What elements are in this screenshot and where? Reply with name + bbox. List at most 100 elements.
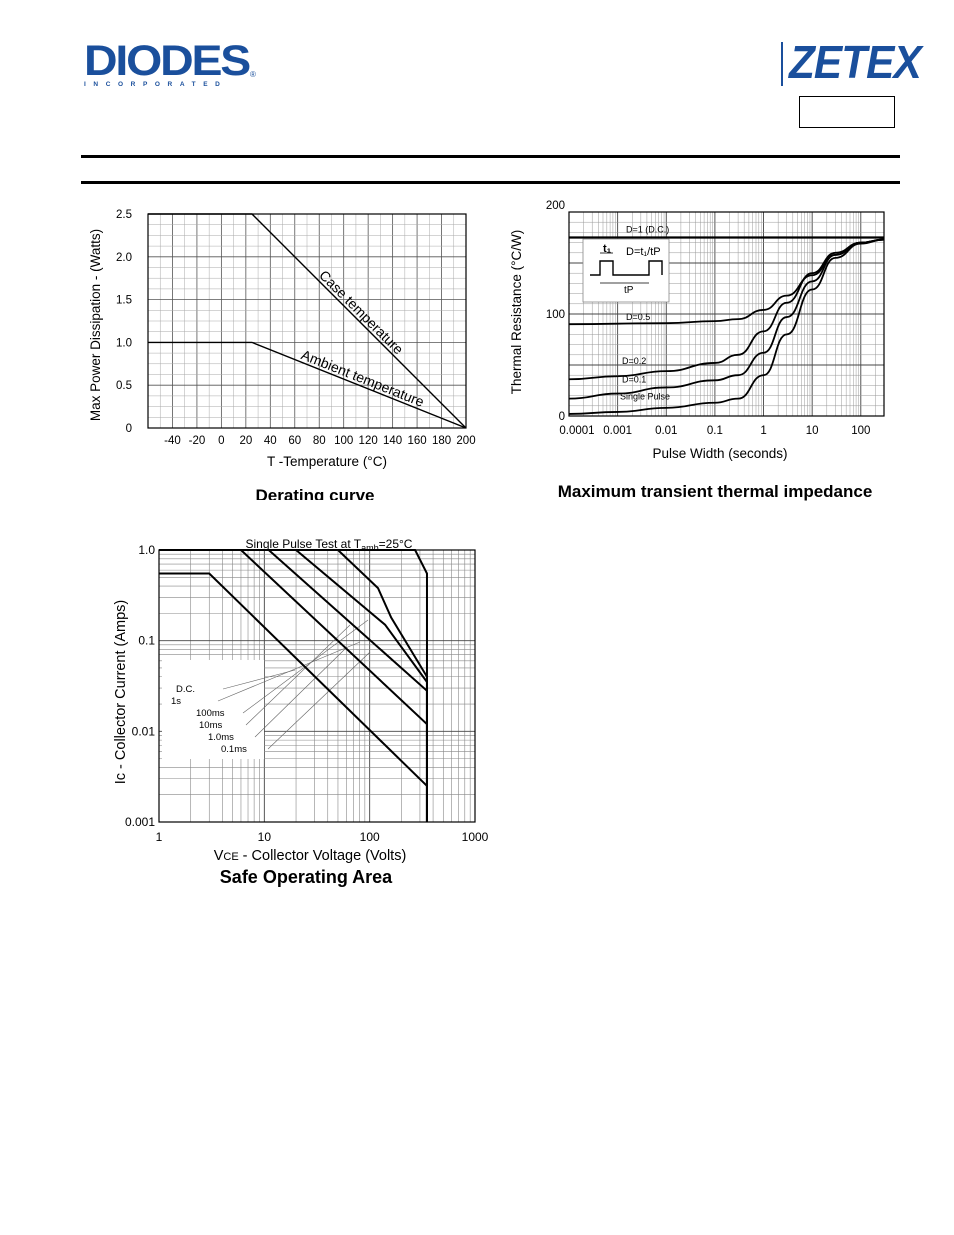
soa-leader-line	[267, 651, 371, 750]
soa-label-0-1ms: 0.1ms	[221, 744, 247, 755]
zetex-logo-bar	[781, 42, 783, 86]
derating-y-axis-label: Max Power Dissipation - (Watts)	[88, 229, 103, 421]
derating-x-tick: -40	[164, 435, 181, 447]
registered-mark: ®	[250, 70, 256, 79]
thermal-series-d-0-2	[568, 238, 885, 381]
soa-x-axis-label: VCE - Collector Voltage (Volts)	[214, 848, 407, 864]
thermal-label-d-0-5: D=0.5	[626, 312, 650, 322]
derating-y-tick: 0	[126, 423, 132, 435]
soa-label-leaders	[217, 619, 371, 750]
soa-x-tick: 10	[258, 830, 272, 844]
diodes-logo-word: DIODES	[84, 37, 251, 85]
thermal-label-d-0-1: D=0.1	[622, 374, 646, 384]
soa-leader-line	[217, 641, 361, 702]
soa-label-d-c: D.C.	[176, 684, 195, 695]
header-rule-top	[81, 155, 900, 158]
derating-x-tick: 140	[383, 435, 402, 447]
thermal-series-labels: D=1 (D.C.) D=0.5 D=0.2 D=0.1 Single Pulse	[620, 225, 670, 402]
soa-y-axis-label: Ic - Collector Current (Amps)	[113, 600, 129, 785]
derating-tick-labels: -40 -20 0 20 40 60 80 100 120 140 160 180 200 0 0.5 1.0…	[116, 209, 476, 447]
derating-y-tick: 1.0	[116, 337, 132, 349]
soa-label-1-0ms: 1.0ms	[208, 732, 234, 743]
zetex-logo-word: ZETEX	[789, 36, 922, 88]
soa-x-tick: 1000	[462, 830, 489, 844]
thermal-x-tick: 0.0001	[559, 425, 594, 437]
derating-x-tick: 180	[432, 435, 451, 447]
derating-x-tick: 20	[239, 435, 252, 447]
soa-subtitle: Single Pulse Test at Tamb=25°C	[246, 537, 413, 553]
diodes-logo-tagline: INCORPORATED	[84, 81, 228, 88]
soa-label-10ms: 10ms	[199, 720, 222, 731]
derating-x-tick: 40	[264, 435, 277, 447]
soa-leader-line	[222, 669, 296, 690]
thermal-series-d-0-1	[568, 238, 885, 400]
thermal-y-tick: 0	[559, 411, 565, 423]
derating-y-tick: 2.5	[116, 209, 132, 221]
soa-plot-frame	[158, 549, 476, 823]
soa-legend-backdrop	[162, 660, 264, 759]
soa-tick-labels: 1 10 100 1000 0.001 0.01 0.1 1.0	[125, 543, 489, 844]
soa-y-tick: 0.01	[132, 724, 156, 738]
inset-t1-label: t₁	[603, 243, 612, 255]
derating-x-tick: 0	[218, 435, 224, 447]
soa-leader-line	[254, 647, 347, 738]
thermal-x-tick: 0.01	[655, 425, 677, 437]
derating-x-tick: 100	[334, 435, 353, 447]
inset-frame	[582, 238, 670, 303]
derating-y-tick: 1.5	[116, 295, 132, 307]
thermal-y-tick: 200	[546, 200, 565, 212]
derating-series-ambient-temperature	[148, 341, 467, 429]
thermal-x-tick: 1	[760, 425, 766, 437]
soa-label-1s: 1s	[171, 696, 181, 707]
derating-x-tick: -20	[189, 435, 206, 447]
derating-x-axis-label: T -Temperature (°C)	[267, 454, 387, 469]
soa-title: Safe Operating Area	[220, 867, 393, 887]
thermal-plot-frame	[568, 211, 885, 417]
derating-x-tick: 200	[456, 435, 475, 447]
derating-grid	[148, 214, 466, 428]
thermal-label-single-pulse: Single Pulse	[620, 392, 670, 402]
inset-pulse-train	[590, 260, 663, 276]
soa-x-tick: 1	[156, 830, 163, 844]
thermal-x-tick: 100	[851, 425, 870, 437]
derating-label-ambient-temperature: Ambient temperature	[299, 346, 427, 409]
soa-chart: 1 10 100 1000 0.001 0.01 0.1 1.0 D.C.1s 100ms10m…	[113, 537, 489, 887]
diodes-logo: DIODES INCORPORATED ®	[84, 40, 256, 89]
thermal-x-tick: 10	[806, 425, 819, 437]
thermal-x-tick: 0.1	[707, 425, 723, 437]
thermal-tick-labels: 0.0001 0.001 0.01 0.1 1 10 100 0 100 200	[546, 200, 871, 437]
thermal-x-tick: 0.001	[603, 425, 632, 437]
soa-y-tick: 0.001	[125, 815, 155, 829]
derating-title: Derating curve	[255, 486, 374, 500]
thermal-x-axis-label: Pulse Width (seconds)	[652, 446, 787, 461]
soa-x-tick: 100	[360, 830, 380, 844]
inset-formula: D=t₁/tP	[626, 246, 661, 258]
thermal-y-tick: 100	[546, 309, 565, 321]
derating-y-tick: 2.0	[116, 252, 132, 264]
soa-y-tick: 0.1	[138, 634, 155, 648]
thermal-series-single-pulse	[568, 238, 885, 415]
part-number-box	[799, 96, 895, 128]
thermal-label-d-1-d-c: D=1 (D.C.)	[626, 225, 669, 235]
thermal-label-d-0-2: D=0.2	[622, 356, 646, 366]
derating-x-tick: 60	[288, 435, 301, 447]
derating-plot-frame	[147, 213, 467, 429]
derating-x-tick: 80	[313, 435, 326, 447]
derating-x-tick: 120	[359, 435, 378, 447]
soa-leader-line	[245, 624, 351, 726]
derating-y-tick: 0.5	[116, 380, 132, 392]
inset-tp-label: tP	[624, 285, 634, 296]
thermal-title: Maximum transient thermal impedance	[558, 482, 873, 501]
zetex-logo: ZETEX	[781, 37, 922, 87]
header-rule-bottom	[81, 181, 900, 184]
duty-cycle-inset: t₁ D=t₁/tP tP	[582, 238, 670, 303]
soa-y-tick: 1.0	[138, 543, 155, 557]
derating-label-case-temperature: Case temperature	[316, 267, 407, 358]
derating-x-tick: 160	[407, 435, 426, 447]
thermal-y-axis-label: Thermal Resistance (°C/W)	[509, 230, 524, 394]
thermal-series	[568, 236, 885, 415]
thermal-impedance-chart: t₁ D=t₁/tP tP 0.0001 0.001 0.01 0.1 1 10 100 0 1…	[509, 200, 885, 501]
soa-label-100ms: 100ms	[196, 708, 225, 719]
